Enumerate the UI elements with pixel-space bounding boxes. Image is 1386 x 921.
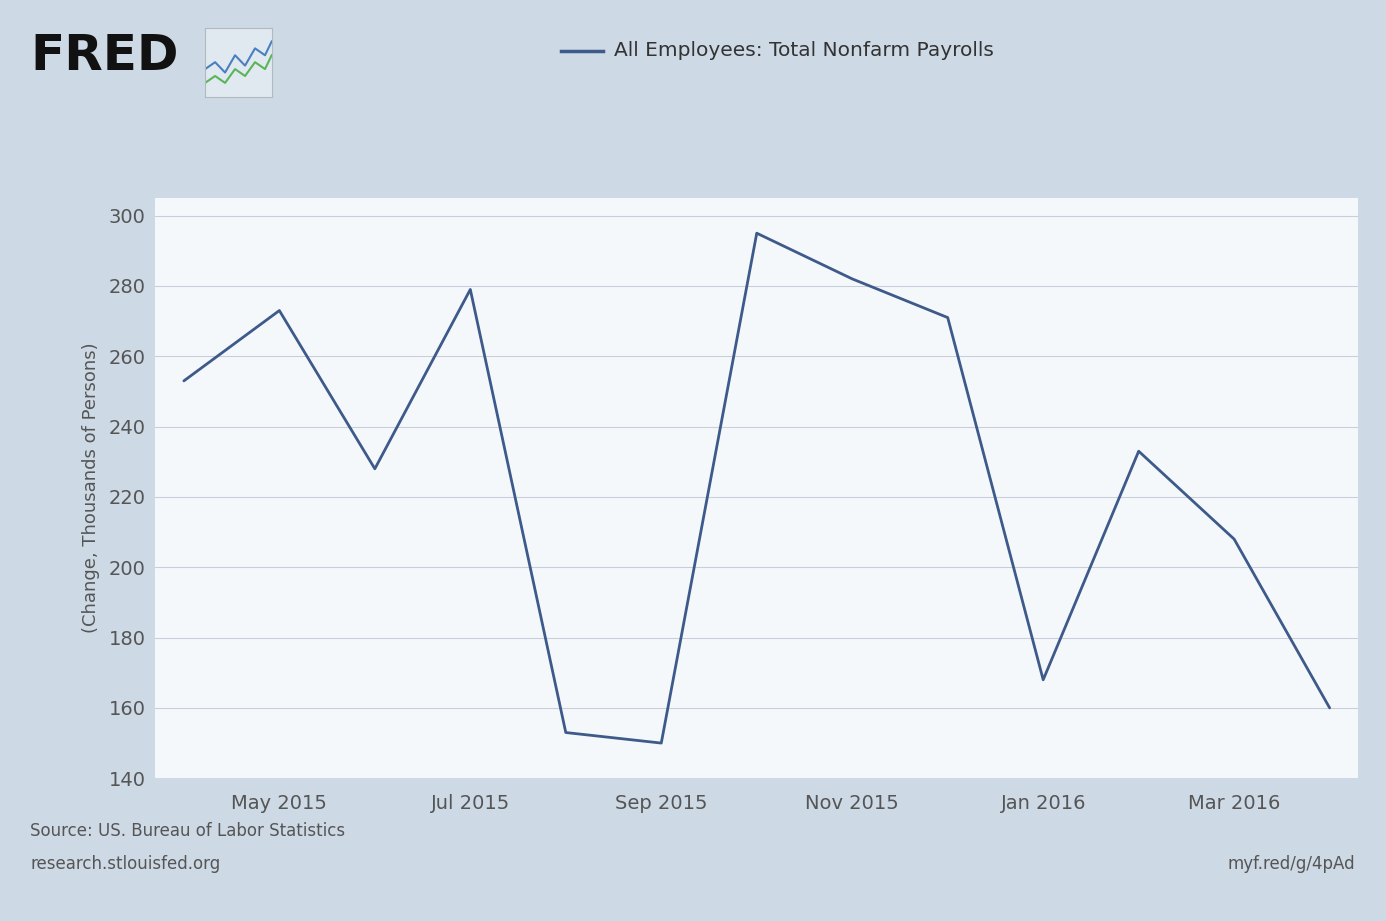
Text: FRED: FRED [30, 32, 179, 80]
Y-axis label: (Change, Thousands of Persons): (Change, Thousands of Persons) [82, 343, 100, 634]
Text: All Employees: Total Nonfarm Payrolls: All Employees: Total Nonfarm Payrolls [614, 41, 994, 60]
Text: research.stlouisfed.org: research.stlouisfed.org [30, 855, 220, 873]
Text: myf.red/g/4pAd: myf.red/g/4pAd [1228, 855, 1356, 873]
Text: Source: US. Bureau of Labor Statistics: Source: US. Bureau of Labor Statistics [30, 822, 345, 840]
